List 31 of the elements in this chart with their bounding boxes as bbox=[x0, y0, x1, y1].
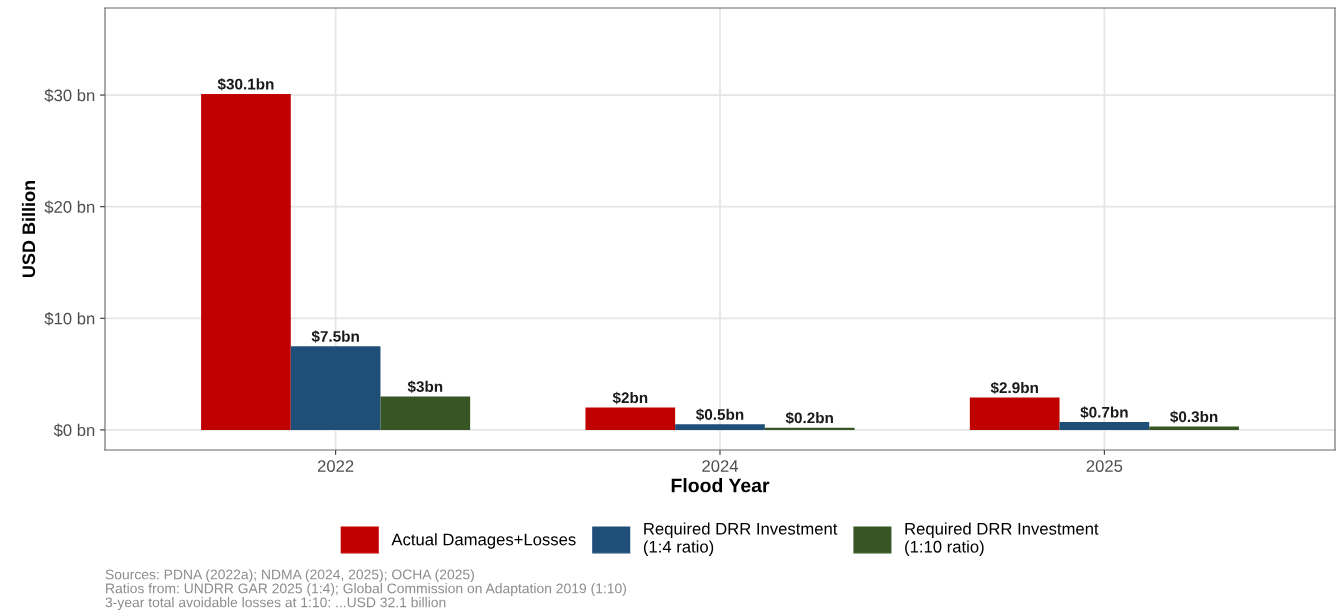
x-tick-label: 2022 bbox=[317, 460, 354, 472]
y-tick-label: $30 bn bbox=[44, 88, 95, 103]
data-label: $2.9bn bbox=[990, 381, 1038, 395]
data-label: $0.2bn bbox=[785, 411, 833, 425]
data-label: $3bn bbox=[407, 380, 443, 393]
y-axis-title: USD Billion bbox=[21, 180, 36, 278]
x-axis-title: Flood Year bbox=[671, 478, 770, 493]
y-tick-label: $10 bn bbox=[44, 311, 95, 326]
legend-label: Required DRR Investment (1:4 ratio) bbox=[643, 522, 838, 556]
data-label: $0.7bn bbox=[1080, 406, 1128, 419]
data-label: $0.3bn bbox=[1170, 410, 1218, 424]
source-note: Sources: PDNA (2022a); NDMA (2024, 2025); OCHA (2025) Ratios from: UNDRR GAR 2025 (1:4); Global Commission on Adaptation 2019 (1:10) 3-year total avoidable losses at 1:10: ...USD 32.1 billion bbox=[105, 569, 626, 611]
bar bbox=[380, 396, 471, 430]
data-label: $7.5bn bbox=[311, 330, 359, 343]
bar bbox=[969, 397, 1060, 430]
bar bbox=[290, 346, 381, 430]
bar bbox=[1059, 422, 1150, 430]
y-tick-label: $0 bn bbox=[53, 423, 95, 438]
legend-label: Required DRR Investment (1:10 ratio) bbox=[905, 522, 1099, 556]
data-label: $2bn bbox=[612, 391, 648, 405]
bar bbox=[585, 407, 676, 430]
data-label: $0.5bn bbox=[696, 408, 744, 421]
x-tick-label: 2024 bbox=[702, 460, 739, 472]
bar bbox=[675, 424, 765, 430]
bar bbox=[1149, 426, 1239, 430]
bar bbox=[764, 427, 855, 430]
data-label: $30.1bn bbox=[217, 78, 274, 91]
x-tick-label: 2025 bbox=[1086, 460, 1123, 472]
legend-label: Actual Damages+Losses bbox=[391, 533, 576, 549]
bar bbox=[201, 93, 291, 430]
y-tick-label: $20 bn bbox=[44, 200, 95, 214]
